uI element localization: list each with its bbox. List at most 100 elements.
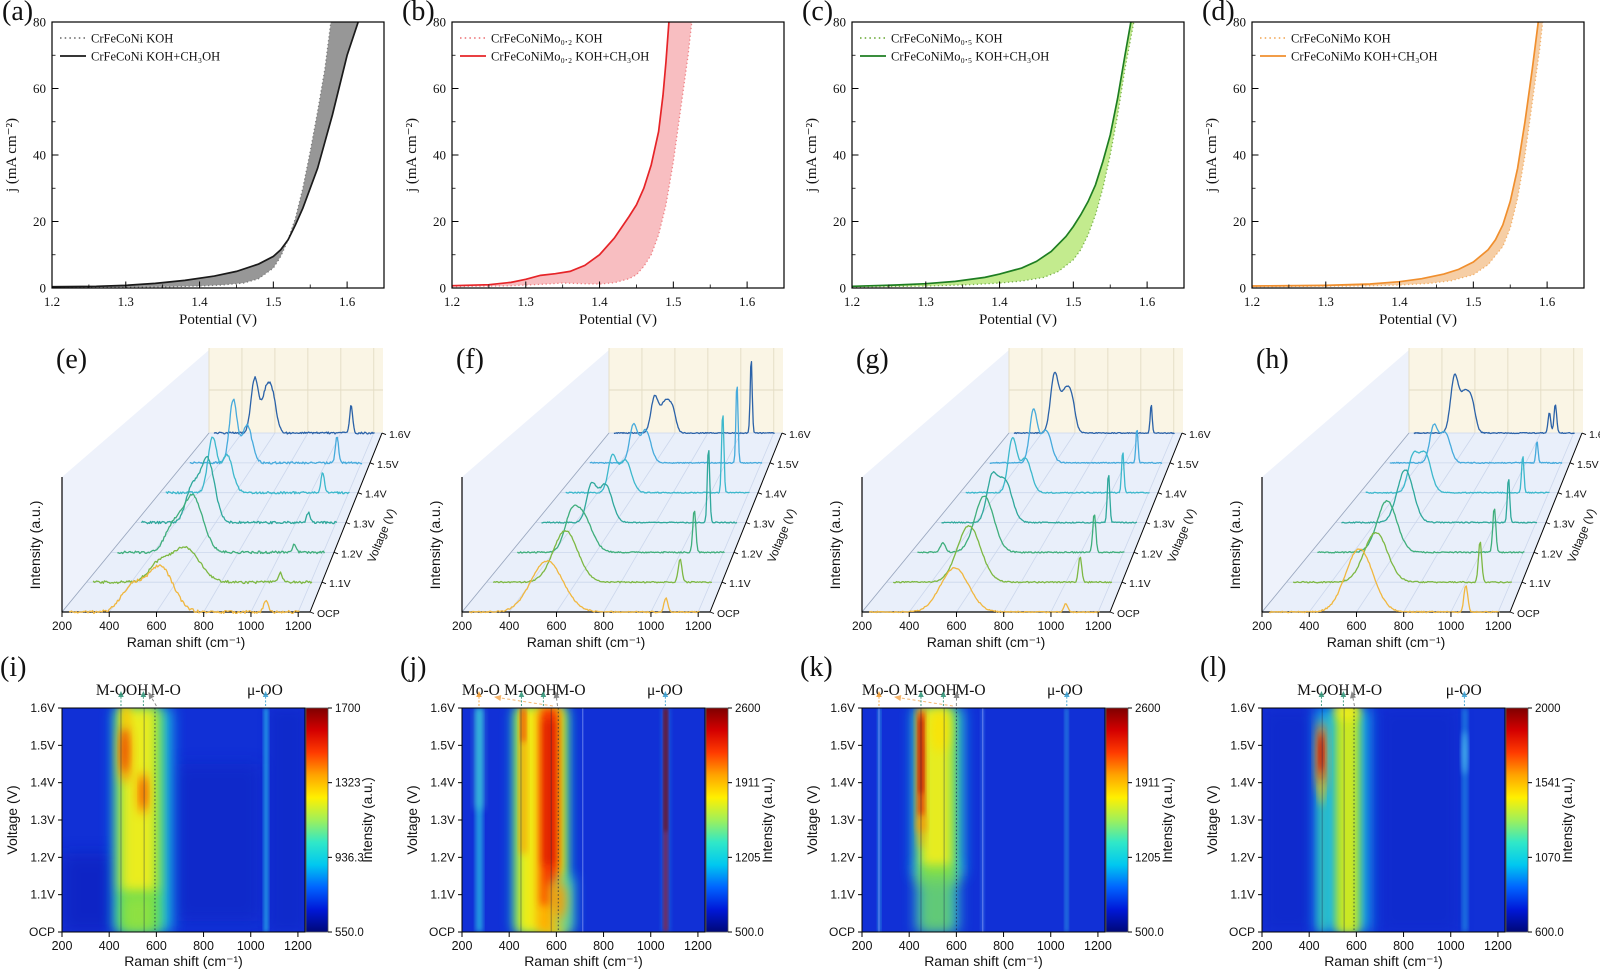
colorbar-tick-label: 936.3: [335, 852, 364, 864]
x-tick-label: 1000: [638, 619, 665, 633]
colorbar-tick-label: 1911: [735, 778, 760, 790]
x-tick-label: 800: [1393, 939, 1414, 953]
left-wall: [62, 350, 209, 612]
intensity-band: [521, 708, 526, 742]
voltage-tick-label: 1.4V: [1165, 489, 1187, 501]
x-tick-label: 800: [193, 939, 214, 953]
x-axis-label: Raman shift (cm⁻¹): [1324, 953, 1443, 969]
intensity-band: [1262, 708, 1314, 932]
legend-label: CrFeCoNi KOH+CH₃OH: [91, 50, 220, 64]
x-tick-label: 1200: [1085, 619, 1112, 633]
x-tick-label: 200: [1252, 619, 1272, 633]
x-tick-label: 200: [452, 619, 472, 633]
heatmap-field: [62, 708, 305, 932]
panel-b: (b) 1.2 1.3 1.4 1.5 1.6 0 20 40 60 80 Potential (V)…: [400, 0, 800, 330]
voltage-tick-label: OCP: [429, 925, 455, 939]
annotation-arrow: [940, 691, 947, 697]
panel-k: (k) OCP 1.1V 1.2V 1.3V 1.4V 1.5V 1.6V 200 400 600 8…: [800, 650, 1200, 975]
voltage-tick-label: 1.3V: [753, 519, 775, 531]
x-tick-label: 1.6: [339, 294, 356, 309]
waterfall-raman-chart-e: 200 400 600 800 1000 1200 Raman shift (cm⁻¹) In…: [27, 348, 411, 650]
x-tick-label: 800: [994, 619, 1014, 633]
annotation-arrow: [540, 691, 547, 697]
colorbar-axis-label: Intensity (a.u.): [1560, 777, 1575, 863]
x-tick-label: 1000: [1437, 939, 1465, 953]
x-tick-label: 1.3: [518, 294, 534, 309]
colorbar: [705, 707, 729, 933]
annotation-arrow: [262, 691, 269, 697]
intensity-hotspot: [1319, 780, 1324, 807]
voltage-tick-label: 1.3V: [430, 813, 455, 827]
x-tick-label: 1200: [1484, 939, 1512, 953]
x-tick-label: 600: [146, 619, 166, 633]
voltage-tick-label: 1.2V: [341, 548, 363, 560]
intensity-hotspot: [1462, 730, 1468, 775]
band-annotation-label: M-OOH: [96, 682, 149, 699]
waterfall-raman-chart-g: 200 400 600 800 1000 1200 Raman shift (cm⁻¹) In…: [827, 348, 1211, 650]
voltage-tick-label: 1.4V: [365, 489, 387, 501]
koh-curve: [452, 22, 693, 288]
x-tick-label: 1.3: [918, 294, 934, 309]
y-tick-label: 60: [33, 81, 46, 96]
band-annotation-label: M-O: [955, 682, 985, 699]
spectrum-1.1V: [92, 545, 313, 585]
spectrum-1.3V: [1341, 469, 1538, 524]
voltage-tick-label: OCP: [29, 925, 55, 939]
intensity-band: [1065, 708, 1068, 932]
x-tick-label: 400: [499, 619, 519, 633]
x-tick-label: 1.5: [1465, 294, 1481, 309]
spectrum-1.2V: [117, 493, 325, 555]
x-tick-label: 400: [899, 619, 919, 633]
colorbar-axis-label: Intensity (a.u.): [360, 777, 375, 863]
voltage-axis: [1509, 432, 1583, 613]
y-tick-label: 0: [1240, 281, 1247, 296]
panel-j: (j) OCP 1.1V 1.2V 1.3V 1.4V 1.5V 1.6V 200 400 600 8…: [400, 650, 800, 975]
band-annotation-label: μ-OO: [647, 682, 683, 699]
row-lsv: (a) 1.2 1.3 1.4 1.5 1.6 0 20 40 60 80 Potential (V)…: [0, 0, 1600, 330]
voltage-tick-label: 1.2V: [30, 850, 55, 864]
plot-area: [852, 22, 1135, 288]
annotation-arrow: [662, 691, 669, 697]
x-tick-label: 1.4: [191, 294, 208, 309]
heatmap-raman-chart-j: OCP 1.1V 1.2V 1.3V 1.4V 1.5V 1.6V 200 400 600 800 1…: [404, 682, 775, 969]
colorbar-tick-label: 500.0: [1135, 927, 1164, 939]
voltage-axis-label: Voltage (V): [1566, 507, 1599, 564]
koh-ch3oh-curve: [1252, 22, 1540, 287]
y-tick-label: 40: [1233, 148, 1246, 163]
legend-label: CrFeCoNiMo KOH+CH₃OH: [1291, 50, 1437, 64]
y-axis-label: Voltage (V): [4, 785, 20, 854]
voltage-tick-label: 1.6V: [389, 429, 411, 441]
intensity-band: [175, 764, 261, 921]
annotation-arrow: [876, 691, 882, 697]
voltage-axis-label: Voltage (V): [766, 507, 799, 564]
voltage-tick-label: 1.5V: [30, 738, 55, 752]
voltage-tick-label: 1.2V: [1541, 548, 1563, 560]
x-tick-label: 600: [146, 939, 167, 953]
voltage-tick-label: 1.3V: [353, 519, 375, 531]
x-axis-label: Raman shift (cm⁻¹): [927, 634, 1046, 650]
y-tick-label: 20: [1233, 214, 1246, 229]
intensity-band: [264, 708, 268, 932]
annotation-arrow: [1063, 691, 1070, 697]
heatmap-field: [878, 708, 1068, 932]
x-tick-label: 1.6: [1539, 294, 1556, 309]
back-wall: [1409, 348, 1583, 433]
legend: CrFeCoNiMo₀.₂ KOH CrFeCoNiMo₀.₂ KOH+CH₃OH: [460, 32, 649, 64]
annotation-arrow: [518, 691, 525, 697]
voltage-tick-label: 1.5V: [1230, 738, 1255, 752]
legend: CrFeCoNiMo₀.₅ KOH CrFeCoNiMo₀.₅ KOH+CH₃OH: [860, 32, 1049, 64]
y-axis-label: Voltage (V): [1204, 785, 1220, 854]
voltage-tick-label: 1.1V: [1129, 578, 1151, 590]
annotation-arrow: [148, 691, 155, 700]
band-annotation-label: M-OOH: [904, 682, 957, 699]
x-axis-label: Raman shift (cm⁻¹): [524, 953, 643, 969]
plot-area: [1252, 22, 1544, 288]
koh-curve: [1252, 22, 1544, 288]
spectrum-1.5V: [189, 398, 363, 465]
colorbar-tick-label: 2000: [1535, 703, 1561, 715]
x-tick-label: 1200: [685, 619, 712, 633]
x-tick-label: 400: [99, 619, 119, 633]
x-tick-label: 1.2: [44, 294, 60, 309]
voltage-axis-label: Voltage (V): [366, 507, 399, 564]
colorbar-tick-label: 1070: [1535, 852, 1561, 864]
